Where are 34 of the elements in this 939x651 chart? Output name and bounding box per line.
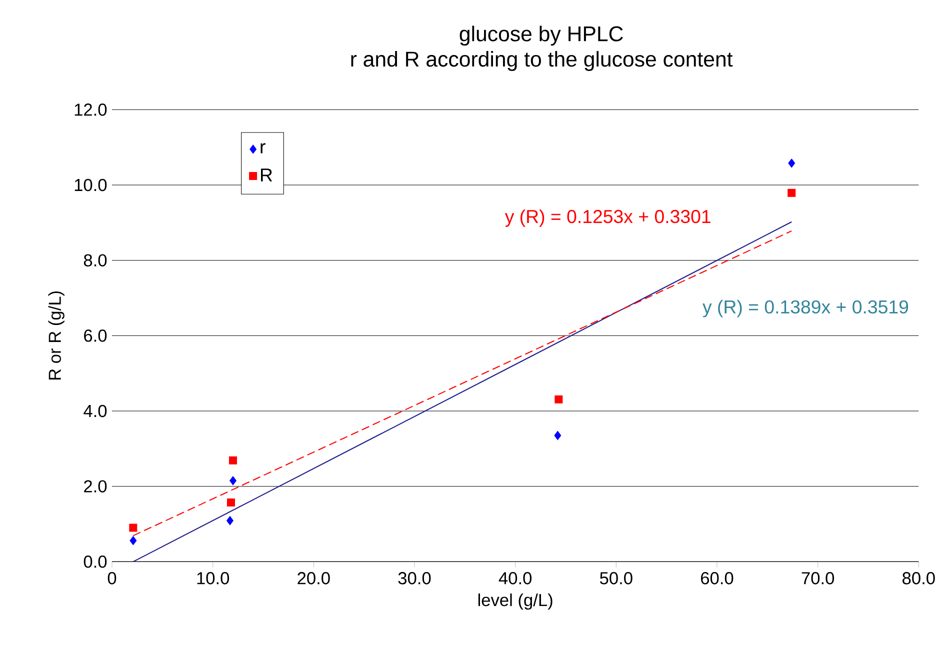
- chart-subtitle: r and R according to the glucose content: [351, 51, 733, 71]
- point: [130, 536, 137, 546]
- point: [226, 498, 235, 507]
- x-axis-title: level (g/L): [478, 593, 552, 610]
- point: [554, 395, 563, 404]
- y-tick-label: 2.0: [84, 480, 107, 492]
- point: [554, 430, 562, 440]
- y-tick-label: 0.0: [84, 556, 107, 568]
- x-tick-label: 60.0: [701, 572, 734, 584]
- x-tick-label: 50.0: [600, 572, 632, 584]
- y-tick-label: 6.0: [84, 330, 107, 342]
- point: [229, 456, 238, 464]
- x-tick-label: 0: [108, 572, 116, 584]
- x-tick-label: 80.0: [902, 572, 935, 584]
- point: [788, 158, 796, 168]
- y-tick-label: 12.0: [74, 104, 107, 116]
- point: [230, 476, 236, 486]
- y-tick-label: 8.0: [84, 254, 107, 266]
- chart-title: glucose by HPLC: [460, 26, 623, 46]
- point: [129, 524, 138, 532]
- legend-label: R: [261, 168, 272, 182]
- annotation: y (R) = 0.1253x + 0.3301: [504, 209, 710, 227]
- y-axis-title: R or R (g/L): [48, 291, 64, 380]
- y-tick-label: 10.0: [74, 178, 107, 192]
- point: [788, 188, 796, 197]
- x-tick-label: 10.0: [197, 572, 230, 584]
- x-tick-label: 30.0: [398, 572, 431, 584]
- x-tick-label: 70.0: [802, 572, 834, 584]
- legend-label: r: [260, 143, 266, 154]
- y-tick-label: 4.0: [84, 404, 107, 418]
- x-tick-label: 20.0: [298, 572, 330, 584]
- point: [226, 516, 234, 526]
- x-tick-label: 40.0: [498, 572, 532, 584]
- annotation: y (R) = 0.1389x + 0.3519: [702, 300, 908, 318]
